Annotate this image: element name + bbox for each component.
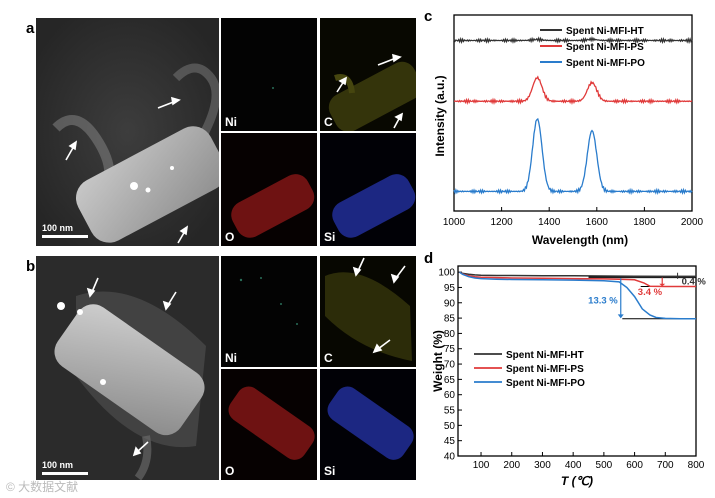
tga-y-tick-label: 75 (444, 344, 456, 355)
raman-x-tick-label: 1200 (490, 217, 513, 228)
raman-x-tick-label: 1400 (538, 217, 561, 228)
tga-x-tick-label: 800 (688, 460, 705, 471)
raman-series-line (453, 36, 693, 45)
tga-y-tick-label: 65 (444, 375, 456, 386)
tem-image-b: 100 nm (36, 256, 219, 480)
tga-x-tick-label: 400 (565, 460, 582, 471)
raman-x-tick-label: 1800 (633, 217, 656, 228)
eds-label-b-ni: Ni (225, 351, 237, 365)
tga-series-line (459, 271, 696, 288)
raman-x-tick-label: 1000 (443, 217, 466, 228)
eds-map-a-o-graphic (231, 174, 315, 238)
scale-bar-a-text: 100 nm (42, 223, 74, 233)
annotation-arrowhead-po (617, 314, 624, 319)
tga-y-tick-label: 100 (438, 268, 455, 279)
eds-map-a-ni: Ni (221, 18, 317, 131)
tga-y-tick-label: 55 (444, 406, 456, 417)
eds-label-a-ni: Ni (225, 115, 237, 129)
scale-bar-b (42, 472, 88, 475)
scale-bar-b-text: 100 nm (42, 460, 74, 470)
scale-bar-a (42, 235, 88, 238)
raman-plot-frame (453, 14, 693, 212)
eds-label-b-c: C (324, 351, 333, 365)
tem-image-a-graphic (36, 18, 219, 246)
tga-plot-frame (457, 265, 697, 457)
annotation-po-loss: 13.3 % (588, 295, 618, 306)
panel-label-c: c (424, 8, 433, 25)
eds-map-a-si-graphic (332, 174, 416, 238)
eds-map-b-c-graphic (325, 257, 412, 361)
raman-x-tick-label: 2000 (681, 217, 704, 228)
watermark-text: © 大数据文献 (6, 480, 79, 494)
eds-map-a-c: C (320, 18, 416, 131)
tem-image-b-graphic (36, 256, 219, 480)
panel-label-a: a (26, 20, 35, 37)
panel-label-b: b (26, 258, 36, 275)
tga-x-tick-label: 700 (657, 460, 674, 471)
tga-x-tick-label: 500 (596, 460, 613, 471)
annotation-arrowhead-ps (659, 283, 666, 287)
raman-y-axis-label: Intensity (a.u.) (433, 75, 447, 156)
tga-x-tick-label: 200 (503, 460, 520, 471)
tga-y-tick-label: 45 (444, 436, 456, 447)
eds-map-b-si-graphic (327, 386, 414, 460)
eds-label-b-o: O (225, 464, 235, 478)
tga-y-tick-label: 60 (444, 390, 456, 401)
eds-map-b-ni: Ni (221, 256, 317, 367)
raman-x-tick-label: 1600 (586, 217, 609, 228)
raman-legend-label: Spent Ni-MFI-HT (566, 26, 644, 37)
tga-y-tick-label: 50 (444, 421, 456, 432)
tga-x-tick-label: 600 (626, 460, 643, 471)
eds-map-b-si: Si (320, 369, 416, 480)
panel-label-d: d (424, 250, 434, 267)
raman-legend-label: Spent Ni-MFI-PO (566, 58, 645, 69)
tga-y-tick-label: 80 (444, 329, 456, 340)
eds-map-a-c-graphic (328, 53, 416, 131)
raman-series-line (454, 75, 693, 105)
eds-map-b-o: O (221, 369, 317, 480)
tga-y-tick-label: 85 (444, 314, 456, 325)
eds-map-a-ni-dots (272, 87, 274, 89)
raman-x-axis-label: Wavelength (nm) (532, 233, 628, 247)
eds-map-b-c: C (320, 256, 416, 367)
tga-series-line (459, 271, 696, 320)
tga-y-tick-label: 90 (444, 298, 456, 309)
tga-y-tick-label: 95 (444, 283, 456, 294)
tga-series-line (459, 271, 696, 278)
eds-label-a-o: O (225, 230, 235, 244)
tga-x-axis-label: T (℃) (561, 474, 593, 488)
tga-y-tick-label: 40 (444, 452, 456, 463)
tga-y-tick-label: 70 (444, 360, 456, 371)
annotation-ps-loss: 3.4 % (638, 287, 663, 298)
tga-x-tick-label: 100 (473, 460, 490, 471)
tga-legend-label: Spent Ni-MFI-PS (506, 364, 584, 375)
annotation-ht-loss: 0.4 % (682, 276, 707, 287)
eds-map-a-si: Si (320, 133, 416, 246)
eds-map-a-o: O (221, 133, 317, 246)
tga-legend-label: Spent Ni-MFI-PO (506, 378, 585, 389)
raman-chart: 1000 1200 1400 1600 1800 2000 Spent Ni-MFI-HT… (433, 14, 704, 247)
raman-series-line (453, 117, 693, 196)
eds-label-a-c: C (324, 115, 333, 129)
eds-map-b-o-graphic (228, 386, 315, 460)
eds-label-a-si: Si (324, 230, 336, 244)
eds-map-b-ni-dots (239, 277, 298, 325)
eds-label-b-si: Si (324, 464, 336, 478)
tga-legend-label: Spent Ni-MFI-HT (506, 350, 584, 361)
tga-chart: 100 200 300 400 500 600 700 800 40 45 50 55 60 65 70 75… (431, 265, 707, 488)
raman-legend-label: Spent Ni-MFI-PS (566, 42, 644, 53)
tem-image-a: 100 nm (36, 18, 219, 246)
tga-y-axis-label: Weight (%) (431, 330, 445, 392)
tga-x-tick-label: 300 (534, 460, 551, 471)
